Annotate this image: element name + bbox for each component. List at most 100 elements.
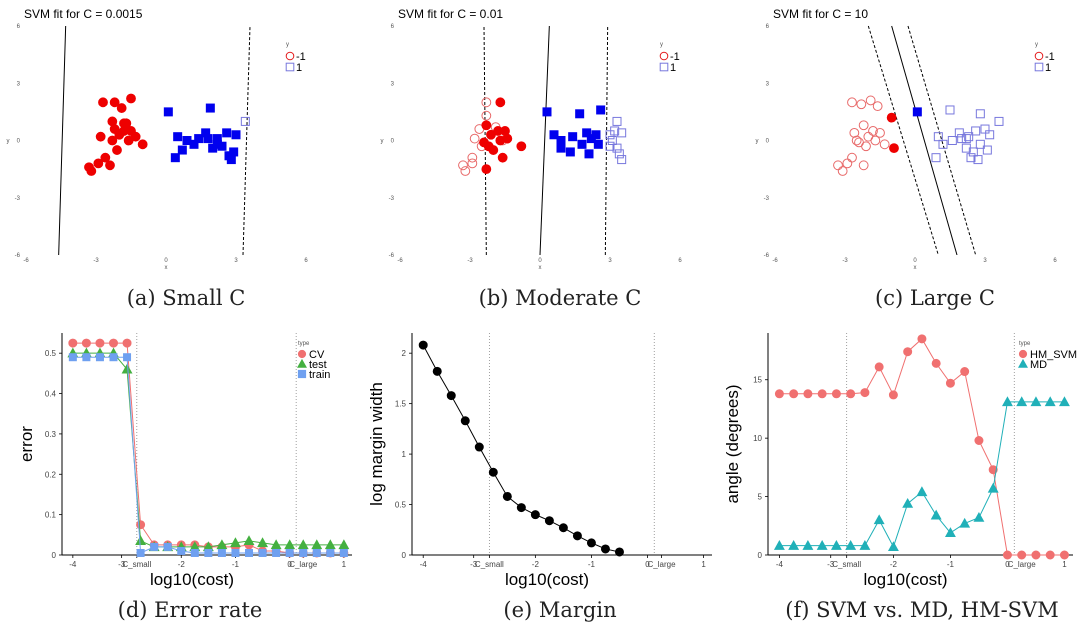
y-tick-label: 0.5 — [45, 349, 57, 358]
y-tick-label: 0 — [402, 551, 407, 560]
data-point — [82, 353, 91, 362]
point-class-pos — [203, 134, 213, 144]
data-point — [1030, 396, 1042, 407]
y-axis-label: y — [381, 139, 384, 145]
x-tick-label: -3 — [470, 560, 478, 569]
point-class-neg — [837, 166, 848, 176]
data-point — [530, 510, 540, 520]
data-point — [817, 389, 827, 399]
data-point — [930, 509, 942, 520]
x-tick-label: -6 — [772, 258, 778, 264]
point-class-neg — [467, 152, 478, 163]
point-class-pos — [226, 155, 236, 165]
data-point — [217, 548, 226, 557]
panel-title: SVM fit for C = 0.01 — [398, 7, 503, 21]
point-class-pos — [582, 128, 592, 138]
data-point — [959, 517, 971, 528]
y-tick-label: 0.5 — [395, 501, 407, 510]
panel-caption: (f) SVM vs. MD, HM-SVM — [785, 598, 1058, 622]
y-tick-label: 0 — [52, 551, 57, 560]
data-point — [973, 511, 985, 522]
point-class-pos — [610, 126, 620, 136]
series-line — [779, 338, 1065, 556]
point-class-neg — [469, 133, 480, 144]
legend-key — [297, 358, 307, 368]
data-point — [1045, 550, 1055, 560]
data-point — [245, 548, 254, 557]
point-class-neg — [107, 135, 118, 146]
series-line — [72, 356, 344, 554]
point-class-pos — [947, 136, 957, 145]
y-tick-label: -6 — [15, 253, 21, 259]
data-point — [614, 547, 624, 557]
point-class-neg — [109, 97, 120, 108]
line-panel-d: -4 -3C_small -2 -1 0C_large 100.10.20.30.40.5… — [17, 333, 352, 622]
point-class-pos — [973, 155, 983, 165]
point-class-neg — [126, 93, 136, 104]
margin-line-dashed — [604, 25, 609, 255]
point-class-pos — [173, 132, 183, 142]
point-class-neg — [516, 141, 527, 152]
margin-lines — [483, 25, 609, 255]
data-point — [474, 442, 484, 452]
margin-lines — [867, 25, 977, 255]
series-line — [72, 352, 344, 548]
x-tick-label: -1 — [588, 560, 596, 569]
x-tick-label: -3 — [118, 560, 126, 569]
scatter-panel-a: SVM fit for C = 0.0015 -6 -3 0 3 6 -6 -3 0 3 6 x y y -… — [7, 7, 309, 310]
point-class-pos — [170, 153, 180, 163]
y-tick-label: 0 — [758, 551, 763, 560]
y-tick-label: 0.1 — [45, 511, 57, 520]
x-tick-label: -6 — [397, 258, 403, 264]
legend-key — [285, 62, 295, 72]
point-class-neg — [497, 152, 508, 163]
point-class-neg — [849, 127, 860, 138]
legend-key — [659, 62, 669, 72]
point-class-pos — [222, 128, 232, 138]
data-point — [789, 389, 799, 399]
data-point — [916, 486, 928, 497]
data-point — [68, 338, 78, 348]
point-class-neg — [100, 152, 111, 163]
x-tick-label: 0 — [1005, 560, 1010, 569]
point-class-pos — [954, 128, 964, 138]
data-point — [845, 540, 857, 550]
data-point — [150, 542, 159, 551]
point-class-neg — [481, 110, 492, 121]
data-point — [135, 535, 147, 546]
x-tick-label: 1 — [1062, 560, 1067, 569]
data-point — [600, 544, 610, 554]
data-point — [1059, 550, 1069, 560]
point-class-pos — [957, 134, 967, 144]
data-point — [68, 353, 77, 362]
panel-caption: (c) Large C — [875, 286, 995, 310]
legend: y -11 — [1034, 42, 1055, 74]
point-class-pos — [966, 153, 976, 163]
decision-boundary-line — [58, 25, 67, 255]
point-class-pos — [961, 134, 971, 144]
point-class-pos — [607, 136, 617, 145]
y-tick-label: 2 — [402, 349, 407, 358]
legend-label: -1 — [1045, 51, 1055, 63]
data-point — [860, 388, 870, 398]
data-point — [1002, 550, 1012, 560]
x-tick-label: C_large — [1008, 560, 1037, 569]
point-class-pos — [177, 145, 187, 155]
x-tick-label: 6 — [678, 258, 682, 264]
legend-label: -1 — [670, 51, 680, 63]
margin-line-dashed — [867, 25, 939, 255]
data-point — [774, 389, 784, 399]
legend-label: MD — [1030, 359, 1047, 371]
point-class-pos — [577, 139, 587, 149]
y-tick-label: -3 — [389, 196, 395, 202]
series-line — [422, 344, 620, 553]
point-class-neg — [858, 120, 869, 131]
point-class-neg — [495, 97, 506, 108]
y-tick-label: 6 — [17, 24, 21, 30]
data-point — [1058, 396, 1070, 407]
legend-key — [1018, 358, 1028, 368]
point-class-pos — [575, 109, 585, 119]
y-tick-label: 0.3 — [45, 430, 57, 439]
x-tick-label: -2 — [890, 560, 898, 569]
